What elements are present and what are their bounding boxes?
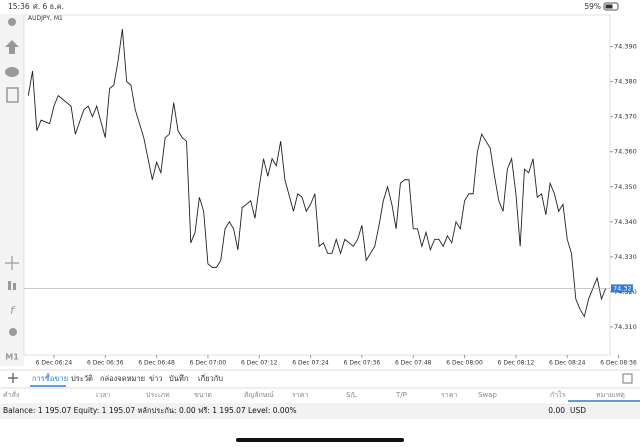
tab[interactable]: บันทึก (169, 374, 188, 383)
y-tick-label: 74.340 (614, 218, 637, 226)
x-tick-label: 6 Dec 07:48 (395, 360, 432, 367)
crosshair-icon[interactable] (5, 256, 19, 270)
status-date: ศ. 6 ธ.ค. (33, 2, 64, 11)
x-tick-label: 6 Dec 08:24 (549, 360, 586, 367)
battery-icon (603, 2, 619, 11)
y-tick-label: 74.350 (614, 183, 637, 191)
y-tick-label: 74.310 (614, 323, 637, 331)
chart-title: AUDJPY, M1 (28, 15, 63, 22)
timeframe[interactable]: M1 (5, 353, 19, 362)
x-tick-label: 6 Dec 08:00 (446, 360, 483, 367)
column-header[interactable]: หมายเหตุ (596, 391, 625, 399)
column-header[interactable]: ราคา (441, 391, 457, 399)
x-tick-label: 6 Dec 07:24 (292, 360, 329, 367)
column-header[interactable]: กำไร (550, 390, 566, 399)
x-tick-label: 6 Dec 06:48 (138, 360, 175, 367)
x-tick-label: 6 Dec 08:12 (498, 360, 535, 367)
x-tick-label: 6 Dec 08:36 (600, 360, 637, 367)
settings-icon[interactable] (622, 373, 633, 384)
x-tick-label: 6 Dec 07:00 (190, 360, 227, 367)
y-tick-label: 74.370 (614, 113, 637, 121)
column-header[interactable]: ประเภท (146, 391, 170, 399)
price-line (27, 28, 607, 318)
function-icon[interactable]: f (10, 304, 16, 317)
new-order-icon[interactable] (6, 87, 19, 103)
objects-icon[interactable] (9, 328, 17, 336)
indicator-icon[interactable] (8, 281, 11, 290)
home-indicator (236, 438, 404, 442)
x-tick-label: 6 Dec 06:24 (36, 360, 73, 367)
y-tick-label: 74.390 (614, 43, 637, 51)
account-row (0, 403, 640, 419)
account-currency: USD (570, 406, 586, 415)
column-header[interactable]: สัญลักษณ์ (244, 391, 274, 399)
tab[interactable]: กล่องจดหมาย (100, 374, 145, 383)
tab[interactable]: ข่าว (149, 374, 163, 383)
add-icon[interactable] (8, 373, 18, 383)
chat-icon[interactable] (5, 67, 19, 77)
column-headers: คำสั่ง เวลา ประเภท ขนาด สัญลักษณ์ ราคา S/L T/P ร… (3, 390, 625, 399)
status-time: 15:36 (8, 2, 30, 11)
y-tick-label: 74.360 (614, 148, 637, 156)
current-price-label: 74.321 (613, 284, 636, 292)
x-tick-label: 6 Dec 07:36 (344, 360, 381, 367)
x-tick-label: 6 Dec 07:12 (241, 360, 278, 367)
column-header[interactable]: ขนาด (194, 391, 212, 399)
tab-bar: การซื้อขาย ประวัติ กล่องจดหมาย ข่าว บันทึก เก… (30, 373, 223, 387)
tab[interactable]: ประวัติ (71, 374, 93, 383)
y-tick-label: 74.330 (614, 253, 637, 261)
column-header[interactable]: คำสั่ง (3, 390, 19, 399)
y-tick-label: 74.380 (614, 78, 637, 86)
column-header[interactable]: Swap (478, 391, 497, 399)
chart: 74.31074.32074.33074.34074.35074.36074.3… (24, 28, 637, 367)
account-profit: 0.00 (548, 406, 565, 415)
column-header[interactable]: S/L (346, 391, 357, 399)
column-header[interactable]: เวลา (96, 391, 111, 399)
account-icon[interactable] (8, 18, 16, 26)
indicator-icon-b (13, 283, 16, 290)
x-tick-label: 6 Dec 06:36 (87, 360, 124, 367)
trade-icon[interactable] (5, 40, 19, 54)
tab[interactable]: เกี่ยวกับ (198, 373, 223, 383)
plot-frame (23, 14, 611, 356)
column-header[interactable]: T/P (395, 391, 407, 399)
battery-level (605, 4, 613, 9)
account-summary: Balance: 1 195.07 Equity: 1 195.07 หลักป… (3, 406, 297, 415)
status-battery: 59% (584, 2, 601, 11)
column-header[interactable]: ราคา (292, 391, 308, 399)
current-price-box (611, 284, 633, 293)
tab[interactable]: การซื้อขาย (32, 373, 68, 383)
